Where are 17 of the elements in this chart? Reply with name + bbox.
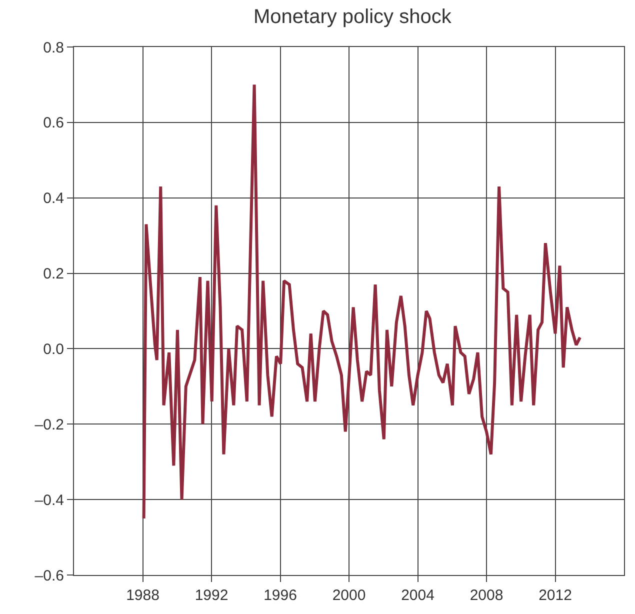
y-tick-label: –0.6	[34, 567, 64, 584]
x-tick-label: 1996	[264, 587, 297, 604]
y-tick-label: 0.4	[43, 190, 64, 208]
x-tick-label: 2004	[401, 587, 434, 604]
y-tick-label: 0.8	[43, 39, 64, 56]
y-tick-label: 0.2	[43, 266, 64, 283]
y-tick-label: –0.4	[34, 492, 64, 509]
x-tick-label: 1992	[194, 587, 228, 604]
y-tick-label: 0.0	[43, 340, 64, 358]
y-tick-label: –0.2	[34, 416, 64, 434]
x-tick-label: 2000	[332, 587, 366, 604]
x-tick-label: 2008	[470, 587, 504, 604]
line-series	[142, 83, 582, 520]
y-tick-label: 0.6	[43, 114, 64, 132]
chart-title: Monetary policy shock	[253, 6, 452, 28]
x-tick-label: 1988	[126, 587, 160, 604]
x-tick-label: 2012	[538, 587, 572, 604]
